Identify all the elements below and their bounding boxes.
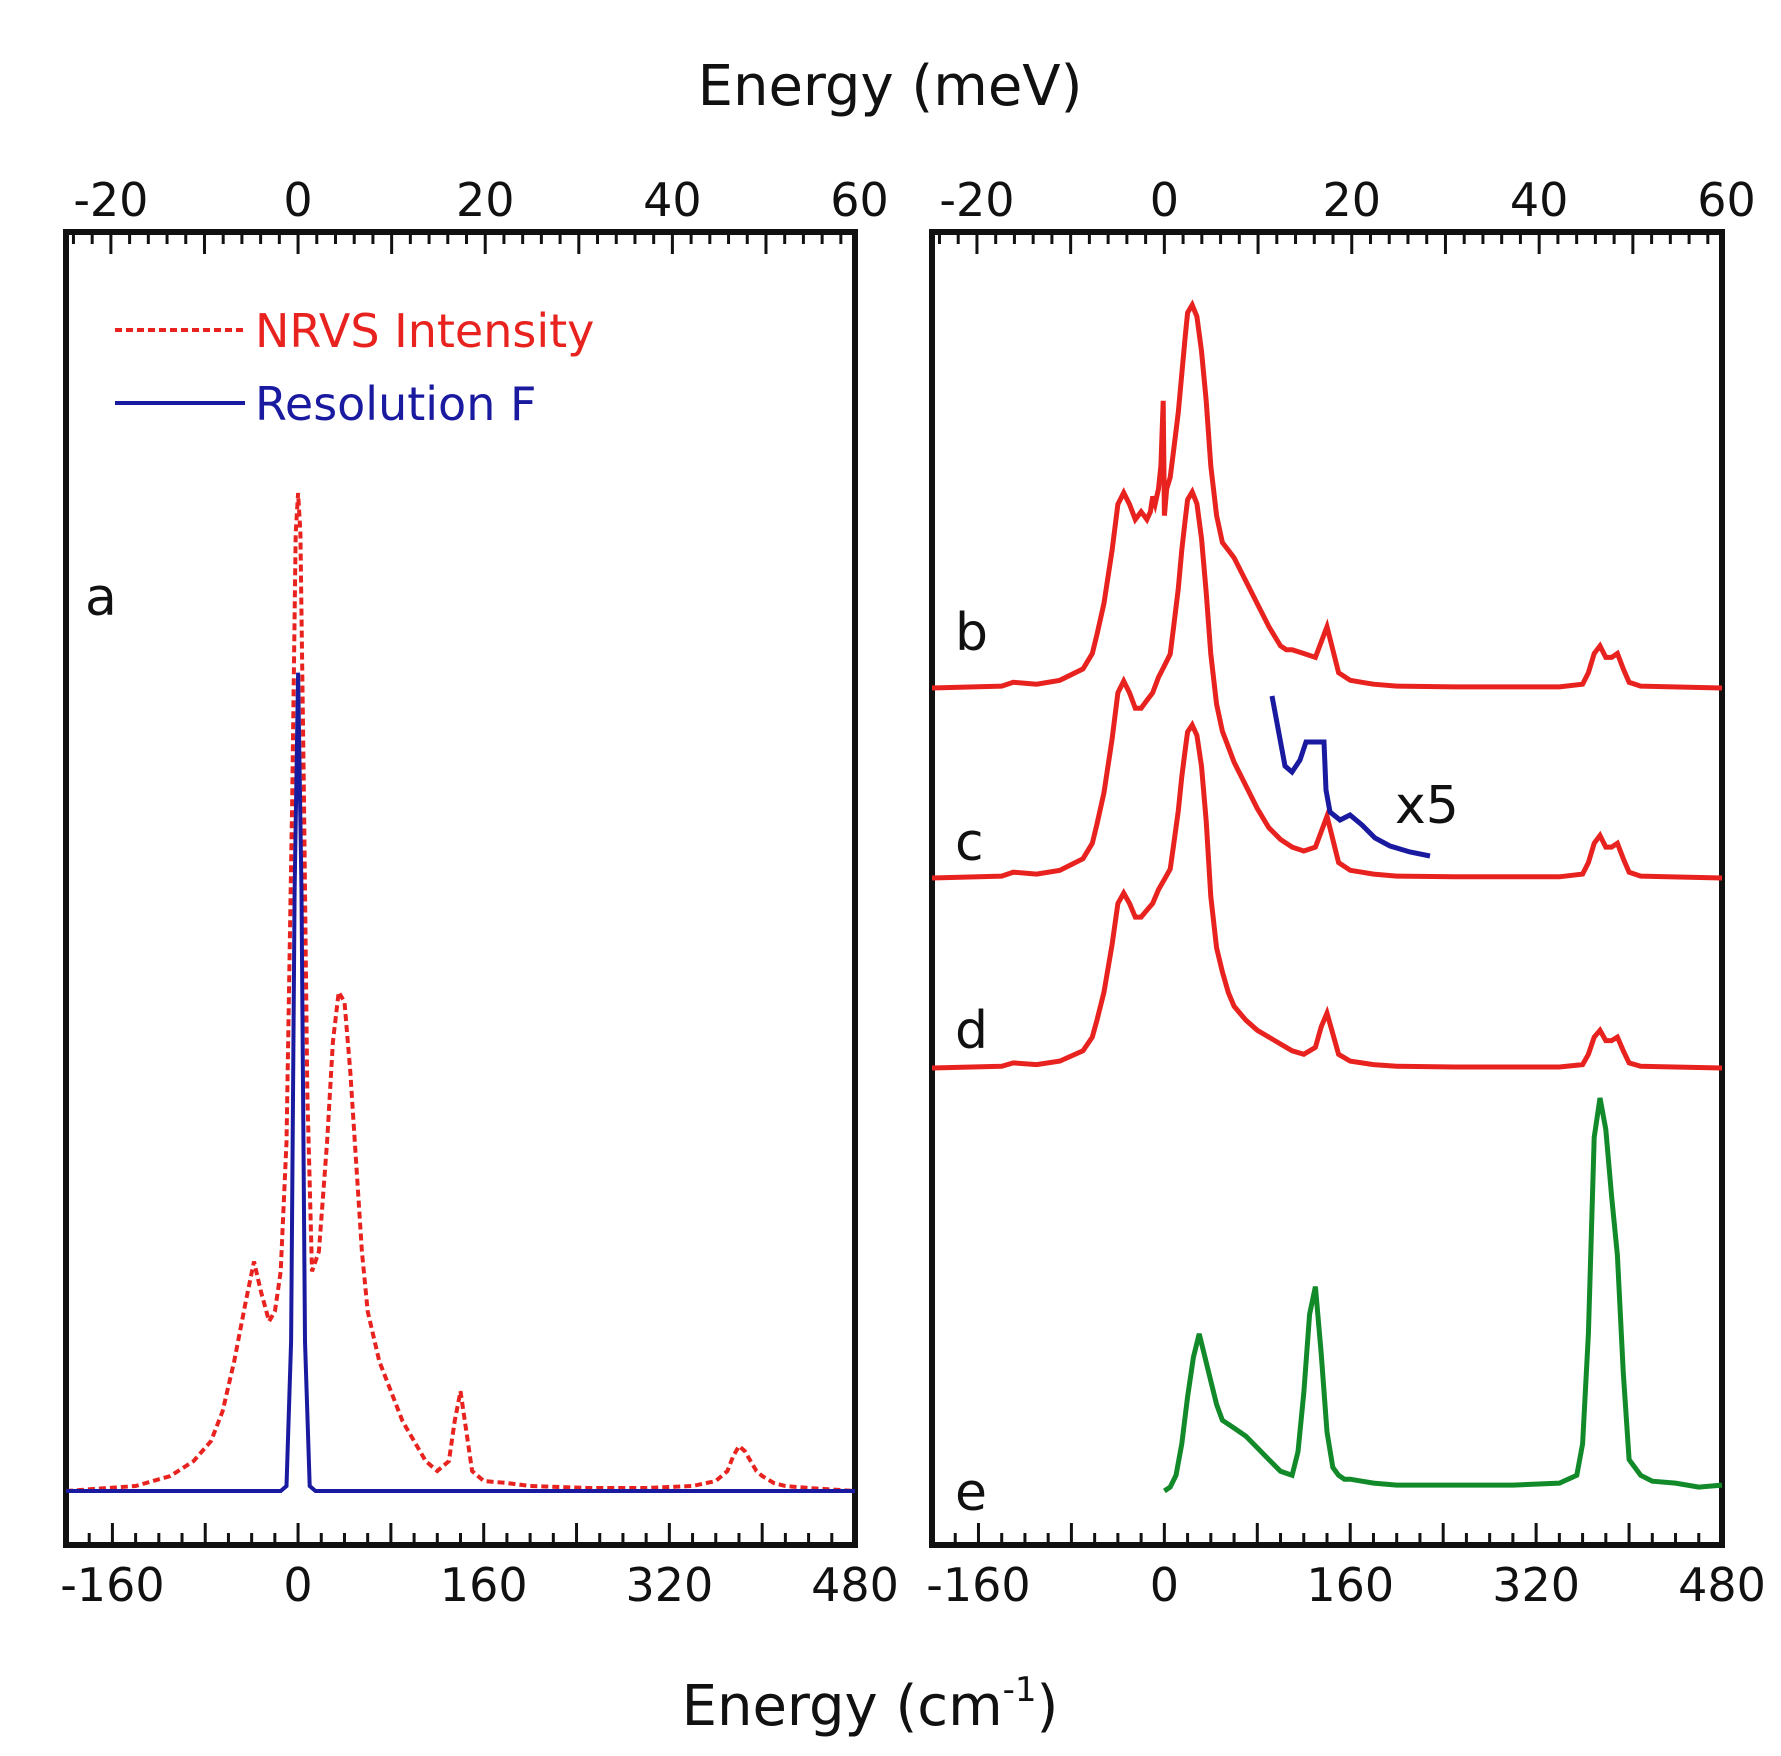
panel-right-bottom-tick-label: -160 [926,1558,1030,1612]
panel-a-bottom-tick-label: -160 [60,1558,164,1612]
panel-right-top-tick-label: 20 [1322,173,1381,227]
x5-inset-line [1269,695,1431,859]
panel-right-top-tick-label: 60 [1697,173,1756,227]
panel-right: -160 0 160 320 480 -20 0 20 40 60 b c d e x5 [926,173,1766,1612]
top-axis-title: Energy (meV) [698,54,1083,119]
nrvs-intensity-line [65,492,856,1493]
panel-right-bottom-tick-label: 480 [1678,1558,1766,1612]
panel-right-frame [929,229,1725,1548]
spectrum-label-c: c [955,813,984,873]
spectrum-label-e: e [955,1463,987,1523]
legend-nrvs-label: NRVS Intensity [255,304,594,358]
panel-a-bottom-tick-label: 480 [811,1558,899,1612]
spectrum-d-line [931,719,1723,1071]
spectrum-label-d: d [955,1001,988,1061]
x5-annotation: x5 [1395,776,1459,836]
panel-a-bottom-tick-label: 0 [283,1558,312,1612]
panel-right-top-tick-label: -20 [939,173,1014,227]
panel-right-bottom-tick-label: 160 [1306,1558,1394,1612]
spectrum-e-line [1163,1097,1723,1494]
panel-a: -160 0 160 320 480 -20 0 20 40 60 NRVS Intensity Re… [60,173,899,1612]
panel-right-bottom-tick-label: 320 [1492,1558,1580,1612]
panel-a-top-tick-label: 20 [456,173,515,227]
panel-a-top-tick-label: 0 [283,173,312,227]
spectrum-c-line [931,486,1723,881]
panel-right-top-tick-label: 40 [1510,173,1569,227]
panel-a-top-tick-label: -20 [73,173,148,227]
legend-resolution-label: Resolution F [255,377,536,431]
panel-a-bottom-tick-label: 160 [440,1558,528,1612]
panel-a-top-tick-label: 60 [830,173,889,227]
spectrum-b-line [931,299,1723,691]
bottom-axis-title: Energy (cm-1) [682,1670,1059,1739]
panel-right-top-tick-label: 0 [1150,173,1179,227]
resolution-line [66,672,855,1493]
panel-a-bottom-tick-label: 320 [625,1558,713,1612]
panel-right-bottom-tick-label: 0 [1150,1558,1179,1612]
spectrum-label-b: b [955,603,988,663]
panel-label-a: a [85,568,117,628]
panel-a-top-tick-label: 40 [643,173,702,227]
